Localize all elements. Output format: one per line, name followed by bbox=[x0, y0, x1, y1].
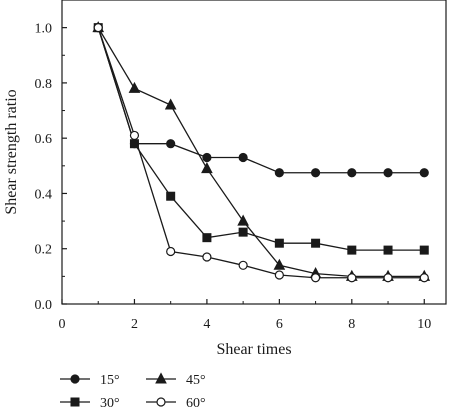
data-point bbox=[237, 214, 249, 226]
data-point bbox=[274, 238, 284, 248]
data-point bbox=[166, 246, 176, 257]
legend-marker bbox=[155, 372, 167, 384]
data-point bbox=[201, 162, 213, 174]
data-point bbox=[274, 270, 284, 280]
y-tick-label: 0.0 bbox=[35, 298, 53, 313]
plot-frame bbox=[61, 0, 447, 305]
y-tick-label: 0.2 bbox=[35, 243, 53, 258]
data-point bbox=[202, 233, 212, 243]
legend-item: 45° bbox=[146, 372, 206, 388]
series-4 bbox=[93, 23, 429, 283]
x-tick-label: 4 bbox=[203, 317, 210, 332]
data-point bbox=[129, 130, 140, 141]
legend-label: 30° bbox=[100, 396, 120, 411]
legend-label: 45° bbox=[186, 373, 206, 388]
series-line bbox=[97, 27, 425, 174]
data-point bbox=[311, 238, 321, 248]
y-tick-label: 1.0 bbox=[35, 22, 53, 37]
data-point bbox=[164, 98, 177, 110]
data-point bbox=[128, 81, 141, 93]
series-2 bbox=[93, 23, 429, 255]
series-line bbox=[97, 27, 425, 251]
data-point bbox=[310, 273, 321, 283]
data-point bbox=[383, 168, 393, 178]
data-point bbox=[202, 252, 212, 262]
series-line bbox=[97, 27, 425, 279]
y-tick-label: 0.4 bbox=[35, 187, 53, 202]
legend-marker bbox=[156, 397, 166, 407]
x-tick-label: 10 bbox=[417, 317, 431, 332]
x-tick-label: 0 bbox=[59, 317, 66, 332]
legend-label: 15° bbox=[100, 373, 120, 388]
data-point bbox=[419, 273, 429, 283]
y-tick-label: 0.8 bbox=[35, 77, 53, 92]
series-3 bbox=[92, 21, 431, 281]
data-point bbox=[419, 245, 429, 255]
legend: 15° 30° 45° 60° bbox=[60, 372, 206, 411]
x-axis-label: Shear times bbox=[216, 341, 291, 358]
x-tick-label: 6 bbox=[276, 317, 283, 332]
y-axis: 0.0 0.2 0.4 0.6 0.8 1.0 bbox=[35, 0, 67, 313]
plot-area-border bbox=[61, 0, 447, 305]
x-axis: 0 2 4 6 8 10 bbox=[59, 299, 431, 332]
data-point bbox=[310, 168, 321, 178]
data-point bbox=[166, 139, 176, 149]
data-point bbox=[202, 152, 212, 163]
data-point bbox=[93, 23, 103, 33]
data-point bbox=[238, 152, 248, 163]
data-point bbox=[347, 273, 357, 283]
series-line bbox=[97, 27, 425, 278]
legend-marker bbox=[70, 374, 80, 384]
data-point bbox=[273, 258, 286, 270]
data-point bbox=[383, 245, 393, 255]
series-layer bbox=[92, 21, 431, 283]
y-axis-label: Shear strength ratio bbox=[3, 89, 20, 214]
data-point bbox=[238, 260, 248, 270]
legend-item: 60° bbox=[146, 396, 206, 411]
legend-item: 15° bbox=[60, 373, 120, 388]
data-point bbox=[166, 191, 176, 201]
data-point bbox=[419, 168, 429, 178]
data-point bbox=[347, 245, 357, 255]
x-tick-label: 8 bbox=[348, 317, 355, 332]
series-1 bbox=[93, 23, 429, 178]
data-point bbox=[274, 168, 284, 178]
x-tick-label: 2 bbox=[131, 317, 138, 332]
y-tick-label: 0.6 bbox=[35, 132, 53, 147]
data-point bbox=[238, 227, 248, 237]
data-point bbox=[347, 168, 357, 178]
data-point bbox=[383, 273, 393, 283]
legend-marker bbox=[70, 397, 80, 407]
legend-item: 30° bbox=[60, 396, 120, 411]
legend-label: 60° bbox=[186, 396, 206, 411]
